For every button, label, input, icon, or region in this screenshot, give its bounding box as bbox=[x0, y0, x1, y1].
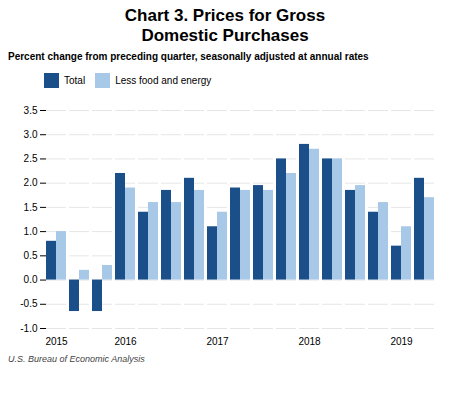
html-text:Percent change from preceding: Percent change from preceding quarter, s… bbox=[8, 50, 369, 62]
svg-text:2017: 2017 bbox=[206, 335, 229, 346]
svg-text:2015: 2015 bbox=[45, 335, 68, 346]
html-text:Chart 3. Prices for Gross Dome: Chart 3. Prices for Gross Domestic Purch… bbox=[124, 6, 326, 46]
svg-text:3.0: 3.0 bbox=[24, 129, 38, 140]
html-text:U.S. Bureau of Economic Analys: U.S. Bureau of Economic Analysis bbox=[8, 353, 145, 364]
svg-text:0.0: 0.0 bbox=[24, 274, 38, 285]
svg-text:-1.0: -1.0 bbox=[20, 322, 38, 333]
html-text:Total: Total bbox=[64, 74, 86, 86]
svg-text:2018: 2018 bbox=[298, 335, 321, 346]
svg-text:1.5: 1.5 bbox=[24, 201, 38, 212]
svg-text:2019: 2019 bbox=[390, 335, 413, 346]
svg-text:3.5: 3.5 bbox=[24, 104, 38, 115]
svg-text:2.5: 2.5 bbox=[24, 153, 38, 164]
svg-text:2016: 2016 bbox=[114, 335, 137, 346]
svg-text:1.0: 1.0 bbox=[24, 226, 38, 237]
svg-text:2.0: 2.0 bbox=[24, 177, 38, 188]
html-text:Less food and energy: Less food and energy bbox=[115, 74, 212, 86]
svg-text:-0.5: -0.5 bbox=[20, 298, 38, 309]
svg-text:0.5: 0.5 bbox=[24, 250, 38, 261]
